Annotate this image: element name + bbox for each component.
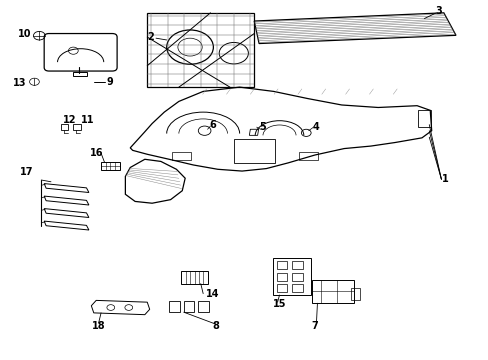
Bar [311,280,354,303]
Bar [276,261,287,269]
Bar [169,301,180,312]
Text: 15: 15 [272,299,285,309]
Bar [181,271,207,284]
Bar [101,162,119,170]
Text: 7: 7 [311,321,318,331]
Text: 13: 13 [13,78,26,88]
Bar [291,284,302,292]
Text: 16: 16 [90,148,103,158]
Text: 10: 10 [18,28,31,39]
Bar [276,284,287,292]
Text: 17: 17 [20,167,33,177]
Text: 3: 3 [435,6,442,17]
Text: 18: 18 [92,321,105,331]
Text: 1: 1 [441,174,447,184]
Text: 5: 5 [259,122,266,132]
Bar [298,153,318,160]
Text: 4: 4 [312,122,319,132]
Bar [351,288,360,300]
Bar [73,72,87,76]
Bar [417,110,430,127]
Bar [276,273,287,281]
Text: 11: 11 [81,115,94,125]
Bar [272,257,310,295]
Text: 14: 14 [206,289,219,298]
Text: 9: 9 [107,77,113,87]
Bar [291,261,302,269]
Text: 8: 8 [212,321,219,331]
Bar [183,301,194,312]
Bar [233,139,275,163]
Bar [198,301,208,312]
Text: 12: 12 [62,115,76,125]
Text: 6: 6 [209,120,216,130]
Bar [291,273,302,281]
Text: 2: 2 [147,32,154,42]
Bar [171,153,191,160]
